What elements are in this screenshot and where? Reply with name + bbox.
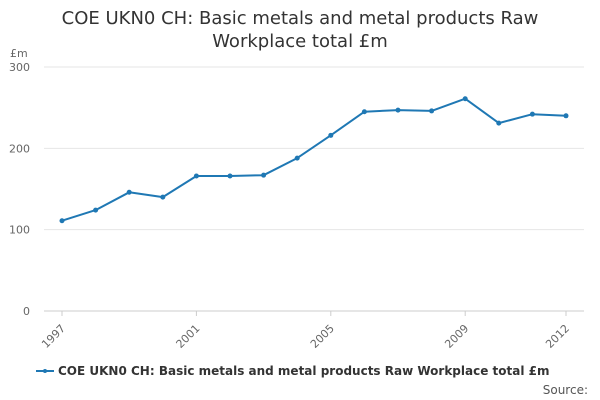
series-line-0 — [61, 97, 567, 222]
data-point-2010[interactable] — [496, 120, 502, 126]
data-point-1998[interactable] — [93, 207, 99, 213]
data-point-2008[interactable] — [429, 108, 435, 114]
y-tick-label: 300 — [9, 61, 30, 74]
x-tick-label: 1997 — [39, 322, 68, 351]
legend[interactable]: COE UKN0 CH: Basic metals and metal prod… — [36, 364, 550, 378]
data-point-2005[interactable] — [328, 132, 334, 138]
legend-swatch — [36, 364, 54, 378]
data-point-2000[interactable] — [160, 194, 166, 200]
data-point-1999[interactable] — [126, 189, 132, 195]
legend-label: COE UKN0 CH: Basic metals and metal prod… — [58, 364, 550, 378]
data-point-2003[interactable] — [261, 172, 267, 178]
data-point-2012[interactable] — [563, 113, 569, 119]
data-point-2011[interactable] — [529, 111, 535, 117]
data-point-2006[interactable] — [361, 109, 367, 115]
x-tick-label: 2012 — [543, 322, 572, 351]
data-point-2001[interactable] — [193, 173, 199, 179]
data-point-2002[interactable] — [227, 173, 233, 179]
data-point-2007[interactable] — [395, 107, 401, 113]
x-tick-label: 2005 — [308, 322, 337, 351]
data-point-2009[interactable] — [462, 96, 468, 102]
chart-title: COE UKN0 CH: Basic metals and metal prod… — [61, 8, 539, 52]
gridlines — [44, 66, 584, 312]
y-tick-label: 100 — [9, 224, 30, 237]
y-tick-label: 200 — [9, 142, 30, 155]
source-label: Source: — [542, 383, 588, 397]
y-axis-ticks: 0 100 200 300 — [9, 61, 30, 318]
x-tick-label: 2009 — [442, 322, 471, 351]
data-point-1997[interactable] — [59, 218, 65, 224]
y-axis-unit-label: £m — [10, 47, 28, 60]
data-point-2004[interactable] — [294, 155, 300, 161]
y-tick-label: 0 — [23, 305, 30, 318]
x-tick-label: 2001 — [174, 322, 203, 351]
x-axis-ticks: 1997 2001 2005 2009 2012 — [39, 311, 572, 351]
series-layer — [59, 96, 569, 224]
